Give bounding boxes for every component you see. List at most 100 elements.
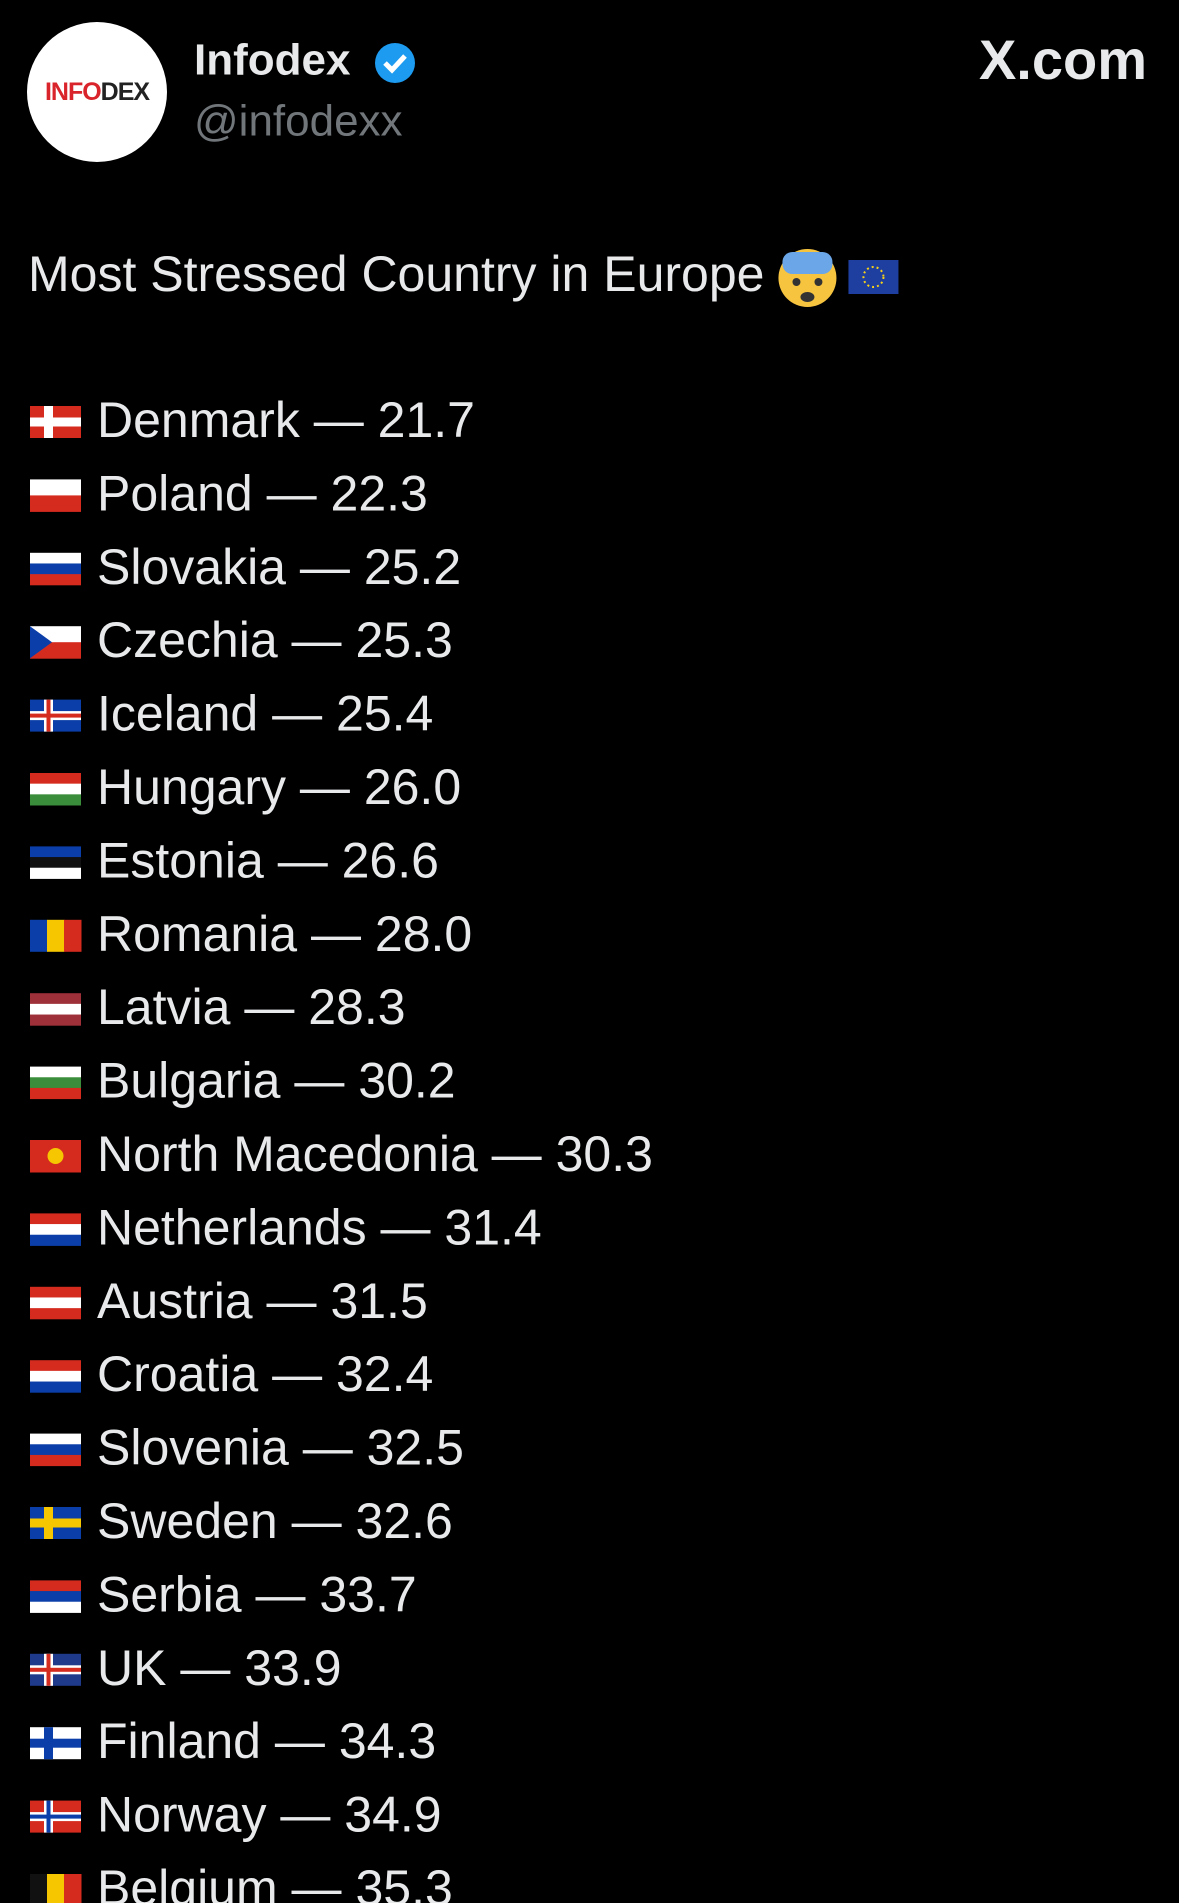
stress-score: 28.0 <box>375 906 472 962</box>
flag-stripe <box>30 1874 48 1903</box>
separator: — <box>275 1713 325 1769</box>
separator: — <box>311 906 361 962</box>
country-name: Denmark <box>97 392 301 448</box>
flag-triangle <box>30 626 52 659</box>
flag <box>30 699 81 732</box>
flag-stripe <box>30 1286 81 1298</box>
flag <box>30 406 81 438</box>
list-item: Iceland — 25.4 <box>97 686 433 742</box>
list-item: Belgium — 35.3 <box>97 1860 453 1903</box>
stress-score: 32.6 <box>356 1493 453 1549</box>
stress-score: 26.6 <box>342 833 439 889</box>
stress-score: 26.0 <box>364 759 461 815</box>
list-item: Czechia — 25.3 <box>97 612 453 668</box>
flag-stripe <box>30 783 81 795</box>
avatar-logo: INFODEX <box>45 78 150 106</box>
flag <box>30 1286 81 1320</box>
flag <box>30 919 82 952</box>
flag-stripe <box>30 919 48 952</box>
country-name: Bulgaria <box>97 1053 281 1109</box>
flag-stripe <box>30 1591 81 1603</box>
stress-score: 33.9 <box>244 1640 341 1696</box>
list-item: Finland — 34.3 <box>97 1713 436 1769</box>
flag-stripe <box>30 1454 81 1467</box>
flag-stripe <box>30 563 81 575</box>
stress-score: 33.7 <box>319 1567 416 1623</box>
separator: — <box>294 1053 344 1109</box>
separator: — <box>180 1640 230 1696</box>
flag-cross <box>30 1738 81 1748</box>
separator: — <box>267 1273 317 1329</box>
flag-stripe <box>30 773 81 785</box>
stress-score: 30.2 <box>358 1053 455 1109</box>
verified-badge <box>375 43 415 83</box>
logo-left: INFO <box>45 78 101 106</box>
stress-score: 31.5 <box>330 1273 427 1329</box>
stress-score: 34.9 <box>344 1787 441 1843</box>
country-name: Austria <box>97 1273 253 1329</box>
country-name: Czechia <box>97 612 278 668</box>
flag-stripe <box>30 1213 81 1225</box>
flag-cross <box>30 417 81 427</box>
list-item: Norway — 34.9 <box>97 1787 442 1843</box>
avatar[interactable] <box>27 22 167 162</box>
list-item: Serbia — 33.7 <box>97 1567 417 1623</box>
separator: — <box>244 979 294 1035</box>
flag-stripe <box>30 1360 81 1372</box>
separator: — <box>280 1787 330 1843</box>
flag-stripe <box>30 479 81 496</box>
list-item: Slovakia — 25.2 <box>97 539 461 595</box>
country-name: Slovakia <box>97 539 286 595</box>
flag-stripe <box>30 1297 81 1309</box>
list-item: Sweden — 32.6 <box>97 1493 453 1549</box>
separator: — <box>292 1860 342 1903</box>
country-name: Poland <box>97 466 253 522</box>
list-item: Estonia — 26.6 <box>97 833 439 889</box>
flag-stripe <box>30 846 81 858</box>
flag-stripe <box>30 552 81 564</box>
flag <box>30 1874 82 1903</box>
flag-cross <box>30 1814 81 1819</box>
flag <box>30 1140 81 1173</box>
stress-score: 25.2 <box>364 539 461 595</box>
brand: X.com <box>979 28 1147 91</box>
flag <box>30 1727 81 1760</box>
stress-score: 34.3 <box>339 1713 436 1769</box>
flag-stripe <box>30 1077 81 1089</box>
country-name: UK <box>97 1640 166 1696</box>
flag-stripe <box>30 867 81 879</box>
stress-score: 31.4 <box>444 1200 541 1256</box>
handle[interactable]: @infodexx <box>194 97 403 146</box>
country-name: Belgium <box>97 1860 278 1903</box>
separator: — <box>492 1126 542 1182</box>
stress-score: 28.3 <box>308 979 405 1035</box>
separator: — <box>303 1420 353 1476</box>
country-name: Romania <box>97 906 297 962</box>
post-text: Most Stressed Country in Europe <box>28 246 764 302</box>
separator: — <box>272 686 322 742</box>
list-item: Netherlands — 31.4 <box>97 1200 542 1256</box>
flag-cross <box>30 1518 81 1528</box>
country-name: Slovenia <box>97 1420 289 1476</box>
separator: — <box>255 1567 305 1623</box>
emoji <box>778 249 899 307</box>
flag-stripe <box>47 1874 65 1903</box>
flag-stripe <box>30 495 81 512</box>
separator: — <box>292 1493 342 1549</box>
stress-score: 35.3 <box>355 1860 452 1903</box>
country-name: Norway <box>97 1787 266 1843</box>
flag <box>30 1213 81 1246</box>
display-name[interactable]: Infodex <box>194 36 351 85</box>
country-name: Sweden <box>97 1493 278 1549</box>
separator: — <box>267 466 317 522</box>
flag-stripe <box>30 1444 81 1456</box>
list-item: Poland — 22.3 <box>97 466 428 522</box>
flag-stripe <box>30 1381 81 1393</box>
separator: — <box>272 1346 322 1402</box>
country-name: Iceland <box>97 686 258 742</box>
stress-score: 32.5 <box>367 1420 464 1476</box>
stress-score: 21.7 <box>378 392 475 448</box>
flag-stripe <box>30 1066 81 1078</box>
